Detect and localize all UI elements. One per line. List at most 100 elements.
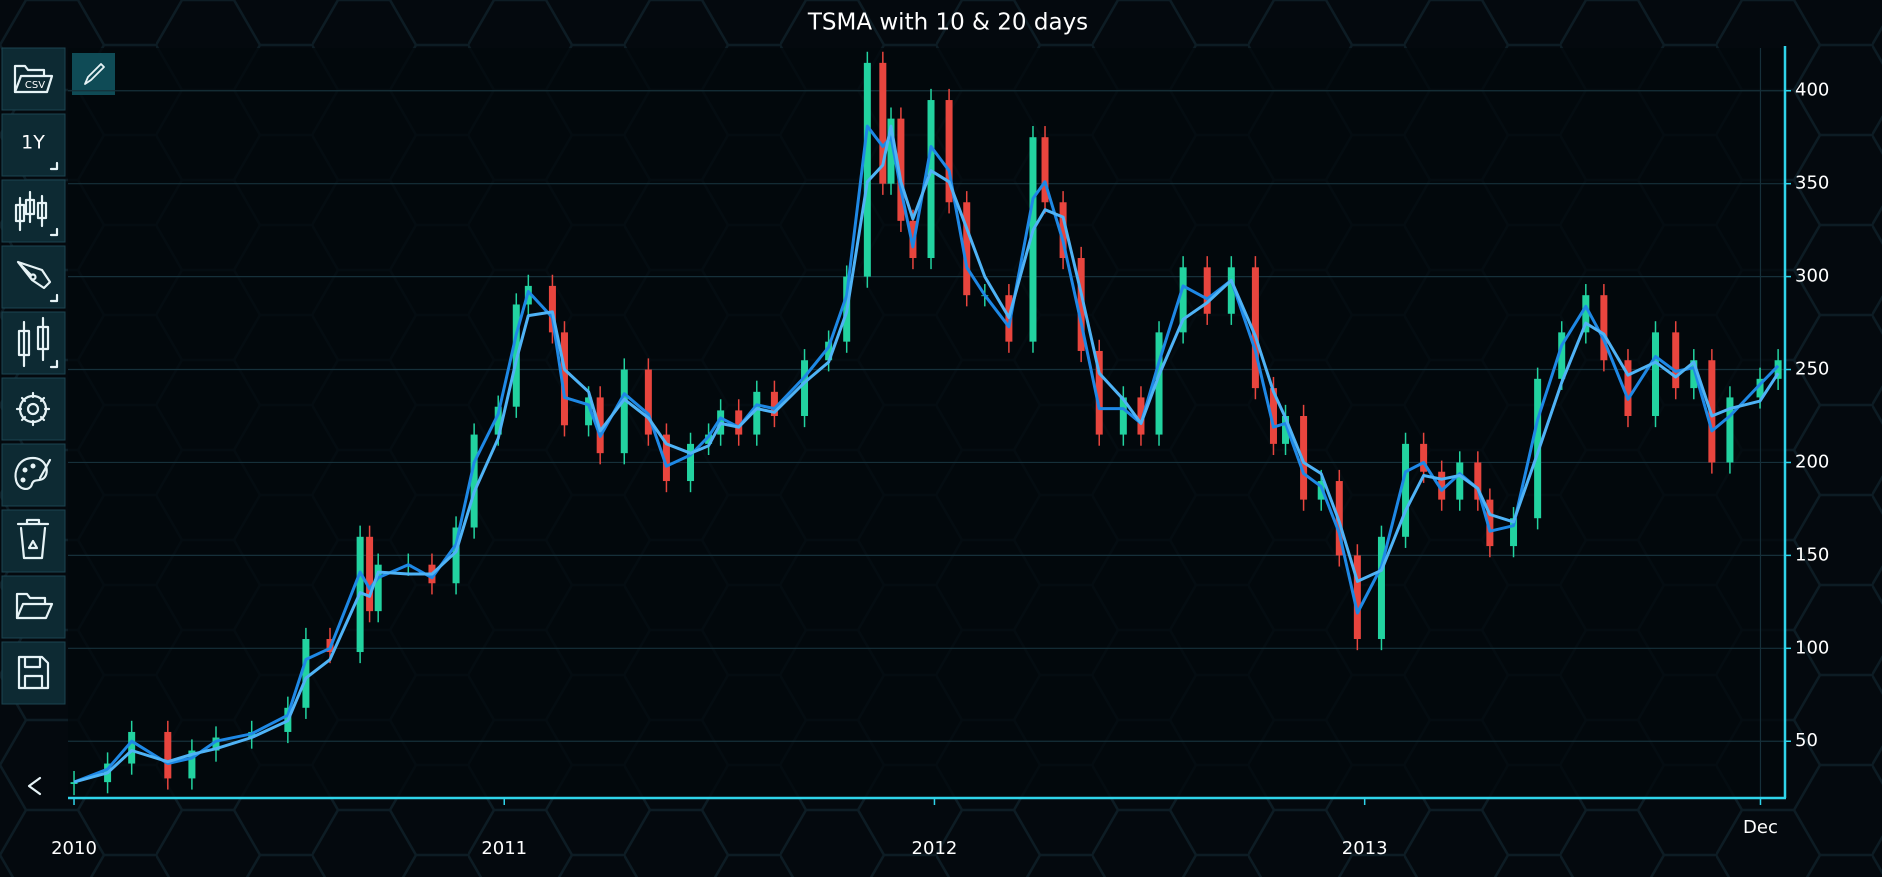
candle-body [1486, 499, 1494, 547]
y-tick-label: 200 [1795, 451, 1829, 472]
candle-body [1582, 295, 1590, 333]
indicator-button[interactable] [1, 311, 66, 375]
candle-body [1510, 518, 1518, 547]
candle-body [1456, 462, 1464, 500]
candle-body [1029, 137, 1037, 342]
y-tick-label: 50 [1795, 730, 1818, 751]
x-tick-label: Dec [1743, 817, 1778, 838]
candle-body [887, 118, 895, 184]
toolbar: CSV 1Y [1, 47, 66, 796]
candle-body [452, 527, 460, 584]
candle-body [1251, 267, 1259, 389]
candle-body [1402, 443, 1410, 537]
candle-body [366, 536, 374, 612]
candle-body [128, 731, 136, 764]
candle-body [1119, 397, 1127, 435]
candle-body [1203, 267, 1211, 314]
candle-body [1438, 471, 1446, 500]
collapse-arrow[interactable] [27, 776, 42, 796]
candle-body [1282, 415, 1290, 444]
candle-body [927, 100, 935, 259]
candle-body [1227, 267, 1235, 314]
candle-body [753, 391, 761, 435]
candle-body [687, 443, 695, 482]
candle-body [585, 397, 593, 426]
candle-body [1041, 137, 1049, 203]
candle-body [1774, 360, 1782, 379]
candle-body [897, 118, 905, 221]
draw-button[interactable] [1, 245, 66, 309]
y-tick-label: 250 [1795, 359, 1829, 380]
candle-body [1652, 332, 1660, 416]
candle-body [1155, 332, 1163, 435]
theme-button[interactable] [1, 443, 66, 507]
candle-body [1624, 360, 1632, 416]
candle-body [770, 391, 778, 416]
candle-body [1600, 295, 1608, 361]
candle-body [1353, 555, 1361, 640]
candle-body [212, 737, 220, 751]
range-label: 1Y [21, 132, 45, 154]
candle-body [302, 639, 310, 708]
candle-body [825, 341, 833, 361]
candle-body [1756, 378, 1764, 398]
candle-body [879, 62, 887, 184]
candle-body [863, 62, 871, 277]
plot-area [68, 48, 1785, 797]
candle-body [596, 397, 604, 454]
candle-body [945, 100, 953, 203]
candle-body [1269, 388, 1277, 444]
chart-title: TSMA with 10 & 20 days [807, 10, 1088, 36]
candle-body [1726, 397, 1734, 463]
candle-body [1420, 443, 1428, 472]
candle-body [620, 369, 628, 454]
plot: 50 100 150 200 250 300 350 400 2010 2011 2012 2013 D… [51, 48, 1829, 859]
candle-body [1558, 332, 1566, 379]
candle-body [801, 360, 809, 416]
range-button[interactable]: 1Y [1, 113, 66, 177]
ma-line [73, 124, 1780, 784]
candle-body [662, 434, 670, 482]
candle-body [1137, 397, 1145, 435]
candle-body [1672, 332, 1680, 389]
candle-body [1059, 202, 1067, 259]
candle-body [1077, 258, 1085, 351]
candle-body [644, 369, 652, 435]
y-tick-label: 300 [1795, 266, 1829, 287]
candle-body [374, 564, 382, 612]
candle-body [548, 285, 556, 333]
delete-button[interactable] [1, 509, 66, 573]
y-tick-label: 350 [1795, 173, 1829, 194]
candle-body [705, 434, 713, 444]
open-csv-button[interactable]: CSV [1, 47, 66, 111]
settings-button[interactable] [1, 377, 66, 441]
edit-button[interactable] [72, 53, 115, 95]
save-button[interactable] [1, 641, 66, 705]
candle-body [1095, 350, 1103, 435]
candle-body [560, 332, 568, 426]
candle-body [735, 410, 743, 435]
x-tick-label: 2013 [1342, 838, 1388, 859]
candle-body [1179, 267, 1187, 333]
candle-body [1474, 462, 1482, 500]
candle-body [1690, 360, 1698, 389]
candle-body [1377, 536, 1385, 640]
candle-body [70, 782, 78, 784]
x-tick-label: 2011 [481, 838, 527, 859]
candle-body [164, 731, 172, 779]
csv-label: CSV [25, 80, 45, 91]
candle-body [963, 202, 971, 296]
candle-body [1300, 415, 1308, 500]
candle-body [470, 434, 478, 528]
chart-type-button[interactable] [1, 179, 66, 243]
y-tick-label: 100 [1795, 637, 1829, 658]
candle-body [188, 750, 196, 779]
x-tick-label: 2010 [51, 838, 97, 859]
y-tick-label: 150 [1795, 544, 1829, 565]
open-button[interactable] [1, 575, 66, 639]
y-tick-label: 400 [1795, 80, 1829, 101]
x-tick-label: 2012 [912, 838, 958, 859]
candle-body [494, 406, 502, 435]
